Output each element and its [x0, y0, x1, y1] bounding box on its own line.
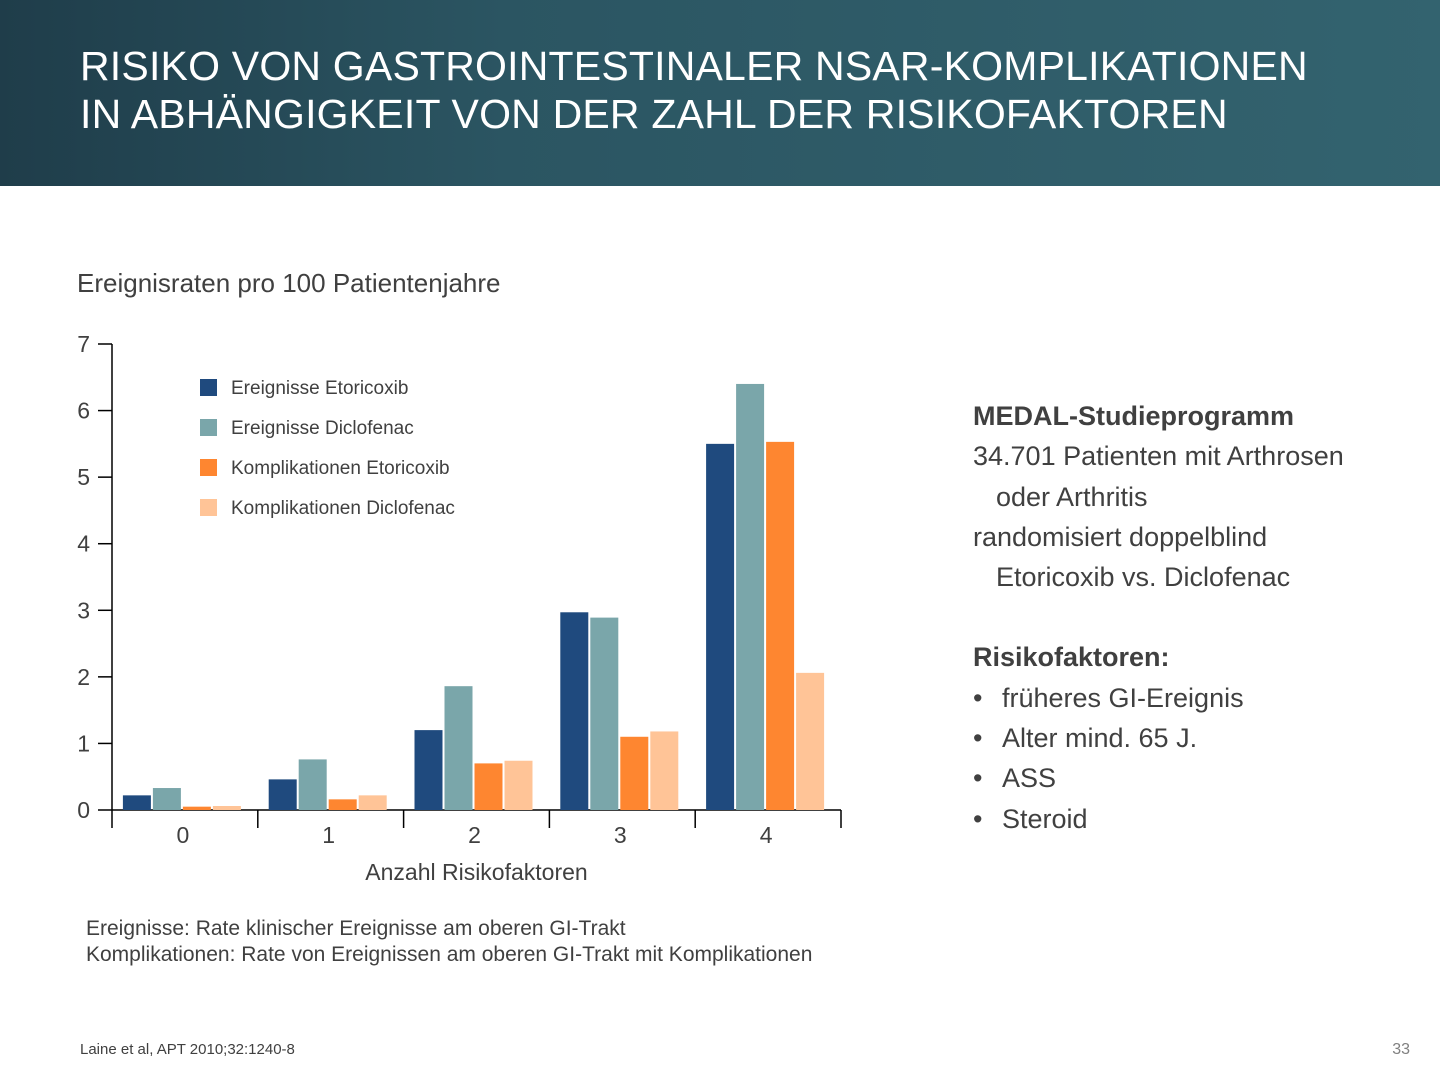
footnote-events: Ereignisse: Rate klinischer Ereignisse a… [86, 917, 626, 940]
legend-label: Ereignisse Diclofenac [231, 418, 414, 439]
bar [474, 763, 503, 810]
risk-factor-item: früheres GI-Ereignis [973, 678, 1344, 719]
study-heading: MEDAL-Studieprogramm [973, 401, 1295, 431]
bar [590, 617, 619, 810]
page-title: RISIKO VON GASTROINTESTINALER NSAR-KOMPL… [80, 42, 1308, 138]
study-design-line-2: Etoricoxib vs. Diclofenac [996, 562, 1291, 593]
bar [328, 799, 357, 810]
study-patients-line: 34.701 Patienten mit Arthrosen [973, 441, 1344, 472]
citation: Laine et al, APT 2010;32:1240-8 [80, 1041, 295, 1058]
y-axis-label: Ereignisraten pro 100 Patientenjahre [77, 268, 501, 298]
risk-factor-item: Alter mind. 65 J. [973, 718, 1344, 759]
chart-footnotes: Ereignisse: Rate klinischer Ereignisse a… [86, 916, 812, 968]
y-tick-label: 3 [77, 597, 90, 623]
bar [298, 759, 327, 810]
y-tick-label: 4 [77, 531, 90, 557]
risk-factors-list: früheres GI-Ereignis Alter mind. 65 J. A… [973, 678, 1344, 839]
x-tick-label: 4 [760, 822, 773, 848]
x-tick-label: 3 [614, 822, 627, 848]
bar [444, 686, 473, 810]
bar [620, 736, 649, 810]
header-banner: RISIKO VON GASTROINTESTINALER NSAR-KOMPL… [0, 0, 1440, 186]
y-tick-label: 5 [77, 464, 90, 490]
risk-factor-item: Steroid [973, 799, 1344, 840]
y-tick-label: 6 [77, 398, 90, 424]
bar [796, 672, 825, 810]
page-title-line-1: RISIKO VON GASTROINTESTINALER NSAR-KOMPL… [80, 43, 1308, 89]
x-tick-label: 1 [322, 822, 335, 848]
x-tick-label: 0 [177, 822, 190, 848]
study-design-line: randomisiert doppelblind [973, 521, 1268, 552]
risk-factors-heading: Risikofaktoren: [973, 642, 1170, 673]
study-info-panel: MEDAL-Studieprogramm 34.701 Patienten mi… [973, 396, 1344, 839]
bar [736, 383, 765, 810]
bar [152, 788, 181, 810]
spacer [973, 597, 1344, 637]
footnote-complications: Komplikationen: Rate von Ereignissen am … [86, 943, 813, 966]
x-tick-label: 2 [468, 822, 481, 848]
bar [358, 795, 387, 810]
study-patients-line-2: oder Arthritis [996, 481, 1148, 512]
bar [414, 730, 443, 810]
bar [504, 760, 533, 810]
legend-swatch [200, 499, 217, 516]
bar [122, 795, 151, 810]
y-tick-label: 2 [77, 664, 90, 690]
bar [268, 779, 297, 810]
legend-label: Ereignisse Etoricoxib [231, 378, 408, 399]
y-tick-label: 1 [77, 730, 90, 756]
legend-label: Komplikationen Etoricoxib [231, 458, 450, 479]
legend-swatch [200, 379, 217, 396]
page-title-line-2: IN ABHÄNGIGKEIT VON DER ZAHL DER RISIKOF… [80, 91, 1228, 137]
x-axis-label: Anzahl Risikofaktoren [365, 859, 587, 885]
y-tick-label: 7 [77, 331, 90, 357]
legend-label: Komplikationen Diclofenac [231, 498, 455, 519]
legend-swatch [200, 419, 217, 436]
bar [560, 612, 589, 810]
y-tick-label: 0 [77, 797, 90, 823]
page-number: 33 [1392, 1041, 1410, 1058]
bar [212, 806, 241, 810]
bar [706, 443, 735, 810]
bar [182, 806, 211, 810]
bar [766, 441, 795, 810]
legend-swatch [200, 459, 217, 476]
risk-factor-item: ASS [973, 758, 1344, 799]
bar [650, 731, 679, 810]
